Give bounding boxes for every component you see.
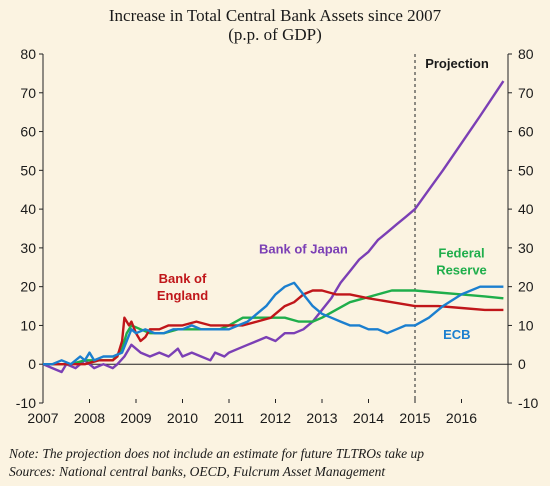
x-tick-label: 2009 [120, 410, 151, 426]
y-tick-label-right: -10 [518, 395, 538, 411]
x-tick-label: 2010 [167, 410, 198, 426]
x-tick-label: 2012 [260, 410, 291, 426]
x-tick-label: 2016 [446, 410, 477, 426]
y-axis-left-labels: 80 70 60 50 40 30 20 10 0 -10 [16, 46, 36, 411]
projection-label: Projection [425, 56, 489, 71]
y-tick-label-left: -10 [16, 395, 36, 411]
y-tick-label-right: 0 [518, 356, 526, 372]
y-tick-label-right: 80 [518, 46, 534, 62]
y-tick-label-left: 80 [20, 46, 36, 62]
series-label-federal-reserve: Federal Reserve [436, 246, 487, 278]
y-tick-label-right: 30 [518, 240, 534, 256]
series-line-ecb [43, 281, 504, 366]
series-label-bank-of-england: Bank of England [157, 271, 208, 303]
series-line-federal-reserve [43, 289, 504, 366]
series-lines [42, 80, 505, 374]
x-tick-label: 2007 [27, 410, 58, 426]
y-tick-label-left: 0 [28, 356, 36, 372]
series-line-bank-of-england [43, 289, 504, 366]
x-tick-label: 2013 [306, 410, 337, 426]
y-tick-label-right: 20 [518, 279, 534, 295]
y-tick-label-left: 60 [20, 124, 36, 140]
y-tick-label-right: 50 [518, 162, 534, 178]
y-tick-label-left: 20 [20, 279, 36, 295]
x-tick-label: 2008 [74, 410, 105, 426]
y-tick-label-left: 70 [20, 85, 36, 101]
y-tick-label-left: 40 [20, 201, 36, 217]
y-tick-label-right: 10 [518, 317, 534, 333]
y-tick-label-right: 70 [518, 85, 534, 101]
y-tick-label-right: 60 [518, 124, 534, 140]
x-tick-label: 2015 [399, 410, 430, 426]
x-tick-label: 2011 [214, 410, 244, 426]
x-tick-label: 2014 [353, 410, 384, 426]
note-text: Note: The projection does not include an… [9, 446, 424, 461]
sources-text: Sources: National central banks, OECD, F… [9, 464, 386, 479]
y-tick-label-left: 10 [20, 317, 36, 333]
series-label-bank-of-japan: Bank of Japan [259, 242, 348, 257]
projection-marker: Projection [414, 54, 489, 403]
y-tick-label-left: 50 [20, 162, 36, 178]
series-labels: Bank of Japan Federal Reserve Bank of Englan… [157, 242, 487, 342]
x-axis-labels: 2007 2008 2009 2010 2011 2012 2013 2014 2015 2016 [27, 410, 477, 426]
series-label-ecb: ECB [443, 327, 470, 342]
y-axis-right-labels: 80 70 60 50 40 30 20 10 0 -10 [518, 46, 538, 411]
series-line-bank-of-japan [42, 80, 505, 374]
axes [39, 53, 512, 404]
chart-subtitle: (p.p. of GDP) [228, 25, 322, 44]
chart-title: Increase in Total Central Bank Assets si… [108, 6, 442, 25]
y-tick-label-right: 40 [518, 201, 534, 217]
y-tick-label-left: 30 [20, 240, 36, 256]
